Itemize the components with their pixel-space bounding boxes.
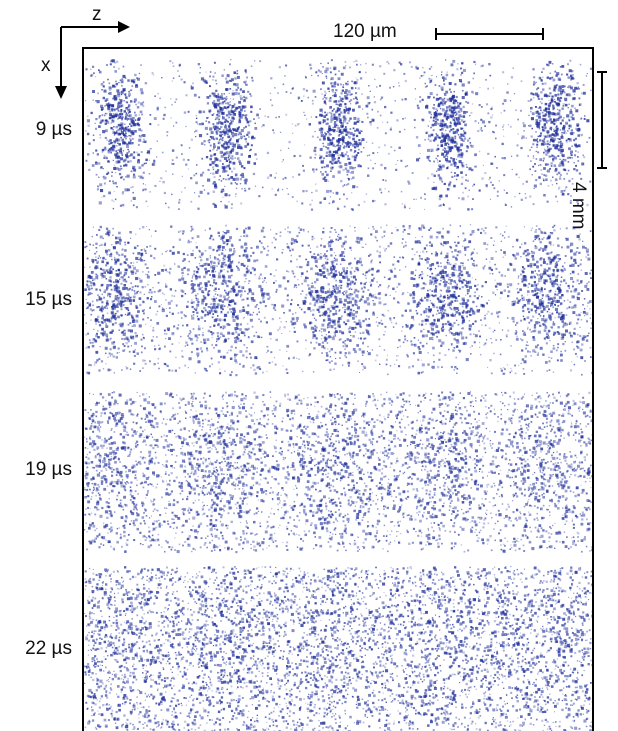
time-label-9: 9 µs [0,120,72,139]
x-axis-label: x [41,56,51,75]
panel-9s [85,59,592,211]
microscopy-image [84,49,592,731]
x-axis-arrowhead [55,86,67,99]
particle-cluster [415,59,507,210]
particle-cluster [481,225,593,373]
particle-cluster [84,228,184,375]
particle-cluster [94,567,404,731]
z-axis-label: z [92,5,102,24]
panel-19s [84,391,592,553]
panel-15s [84,224,592,376]
particle-cluster [466,392,593,553]
panel-22s [84,566,592,731]
vertical-scale-bar [597,70,607,170]
particle-cluster [520,61,590,203]
time-label-15: 15 µs [0,290,72,309]
particle-cluster [379,225,517,375]
time-label-22: 22 µs [0,639,72,658]
time-label-19: 19 µs [0,460,72,479]
z-axis-arrowhead [118,21,130,33]
horizontal-scale-label: 120 µm [333,22,397,41]
particle-cluster [140,392,306,553]
horizontal-scale-bar [433,26,553,42]
